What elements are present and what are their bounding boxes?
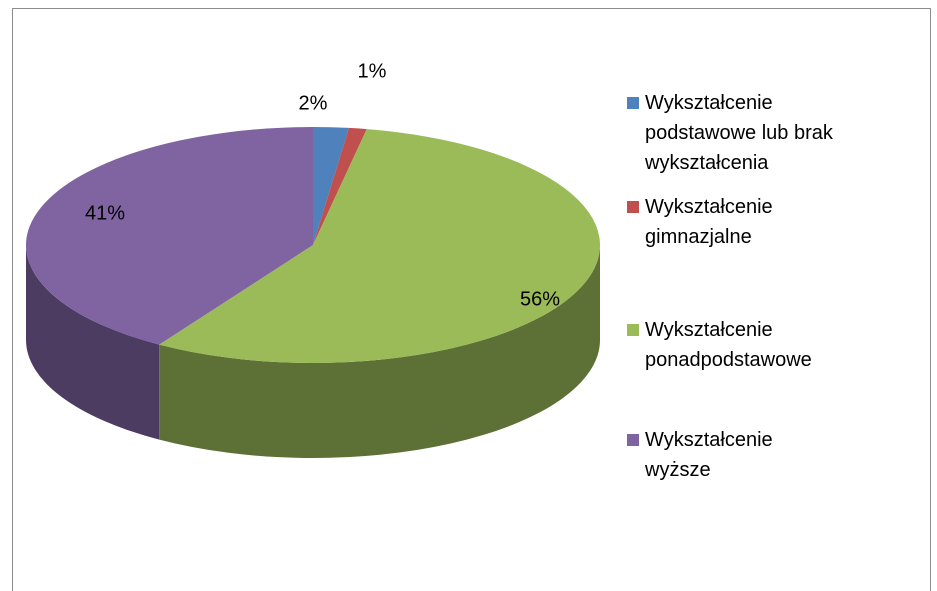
legend-swatch xyxy=(627,201,639,213)
data-label: 1% xyxy=(358,60,387,82)
legend-entry: Wykształcenie podstawowe lub brak wykszt… xyxy=(627,88,835,178)
legend-swatch xyxy=(627,324,639,336)
pie-slice xyxy=(159,129,600,363)
legend-label: Wykształcenie podstawowe lub brak wykszt… xyxy=(645,92,833,174)
legend-swatch xyxy=(627,97,639,109)
pie-slice xyxy=(25,127,314,345)
pie-side xyxy=(159,245,600,458)
legend-entry: Wykształcenie ponadpodstawowe xyxy=(627,315,835,375)
pie-slice xyxy=(313,127,349,245)
data-label: 56% xyxy=(520,288,560,310)
legend-label: Wykształcenie ponadpodstawowe xyxy=(645,319,812,371)
pie-side xyxy=(25,245,160,440)
data-label: 41% xyxy=(85,202,125,224)
legend-label: Wykształcenie gimnazjalne xyxy=(645,196,773,248)
data-label: 2% xyxy=(299,92,328,114)
legend-entry: Wykształcenie wyższe xyxy=(627,425,835,485)
legend-swatch xyxy=(627,434,639,446)
legend-entry: Wykształcenie gimnazjalne xyxy=(627,192,835,252)
pie-slice xyxy=(313,127,367,245)
legend-label: Wykształcenie wyższe xyxy=(645,429,773,481)
